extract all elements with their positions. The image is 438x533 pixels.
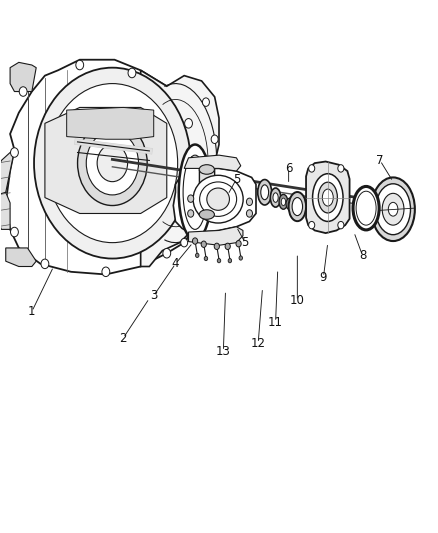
Ellipse shape <box>281 198 286 206</box>
Ellipse shape <box>382 193 404 225</box>
Ellipse shape <box>193 175 243 223</box>
Polygon shape <box>188 227 243 245</box>
Text: 1: 1 <box>28 305 35 318</box>
Text: 9: 9 <box>320 271 327 284</box>
Ellipse shape <box>356 191 376 225</box>
Ellipse shape <box>202 98 209 107</box>
Ellipse shape <box>192 238 198 244</box>
Ellipse shape <box>195 253 199 257</box>
Ellipse shape <box>97 144 127 182</box>
Ellipse shape <box>371 177 415 241</box>
Polygon shape <box>141 70 219 266</box>
Ellipse shape <box>289 192 306 221</box>
Ellipse shape <box>199 165 215 174</box>
Ellipse shape <box>309 165 315 172</box>
Ellipse shape <box>261 185 268 200</box>
Ellipse shape <box>353 187 379 230</box>
Ellipse shape <box>187 195 194 203</box>
Ellipse shape <box>247 210 253 217</box>
Text: 6: 6 <box>285 162 293 175</box>
Polygon shape <box>10 62 36 92</box>
Ellipse shape <box>86 131 138 195</box>
Ellipse shape <box>202 209 210 218</box>
Ellipse shape <box>286 198 294 210</box>
Ellipse shape <box>163 248 171 258</box>
Ellipse shape <box>207 188 230 211</box>
Ellipse shape <box>199 210 215 219</box>
Ellipse shape <box>292 198 303 216</box>
Polygon shape <box>173 168 256 232</box>
Ellipse shape <box>376 184 410 235</box>
Polygon shape <box>0 192 10 229</box>
Polygon shape <box>199 168 215 215</box>
Ellipse shape <box>181 238 187 247</box>
Ellipse shape <box>239 256 243 260</box>
Polygon shape <box>6 60 215 274</box>
Ellipse shape <box>206 161 214 171</box>
Text: 3: 3 <box>150 289 157 302</box>
Text: 13: 13 <box>216 345 231 358</box>
Ellipse shape <box>389 203 398 216</box>
Text: 8: 8 <box>359 249 366 262</box>
Text: 2: 2 <box>120 332 127 344</box>
Ellipse shape <box>322 189 333 206</box>
Ellipse shape <box>102 267 110 277</box>
Ellipse shape <box>279 195 288 209</box>
Ellipse shape <box>34 68 191 259</box>
Polygon shape <box>0 150 14 203</box>
Ellipse shape <box>338 221 344 229</box>
Ellipse shape <box>338 165 344 172</box>
Ellipse shape <box>11 227 18 237</box>
Ellipse shape <box>225 243 230 249</box>
Ellipse shape <box>270 188 281 207</box>
Ellipse shape <box>228 259 232 263</box>
Ellipse shape <box>217 259 221 263</box>
Ellipse shape <box>318 182 337 213</box>
Text: 5: 5 <box>233 173 240 185</box>
Ellipse shape <box>185 118 192 128</box>
Polygon shape <box>67 108 154 139</box>
Ellipse shape <box>236 240 241 247</box>
Text: 4: 4 <box>172 257 179 270</box>
Ellipse shape <box>258 180 272 205</box>
Text: 7: 7 <box>376 154 384 167</box>
Ellipse shape <box>128 68 136 78</box>
Ellipse shape <box>214 243 219 249</box>
Polygon shape <box>6 248 36 266</box>
Ellipse shape <box>309 221 315 229</box>
Text: 11: 11 <box>268 316 283 329</box>
Ellipse shape <box>11 148 18 157</box>
Ellipse shape <box>183 155 207 229</box>
Ellipse shape <box>273 193 278 203</box>
Polygon shape <box>45 108 167 214</box>
Text: 10: 10 <box>290 294 305 308</box>
Ellipse shape <box>204 256 208 261</box>
Text: 12: 12 <box>251 337 266 350</box>
Ellipse shape <box>201 241 206 247</box>
Ellipse shape <box>76 60 84 70</box>
Ellipse shape <box>202 209 209 217</box>
Ellipse shape <box>211 135 218 143</box>
Ellipse shape <box>313 174 343 221</box>
Polygon shape <box>184 155 241 171</box>
Ellipse shape <box>247 198 253 206</box>
Ellipse shape <box>41 259 49 269</box>
Ellipse shape <box>187 210 194 217</box>
Text: 5: 5 <box>241 236 249 249</box>
Ellipse shape <box>47 84 178 243</box>
Ellipse shape <box>19 87 27 96</box>
Polygon shape <box>306 161 350 233</box>
Ellipse shape <box>78 120 147 206</box>
Ellipse shape <box>179 144 212 240</box>
Ellipse shape <box>200 182 237 216</box>
